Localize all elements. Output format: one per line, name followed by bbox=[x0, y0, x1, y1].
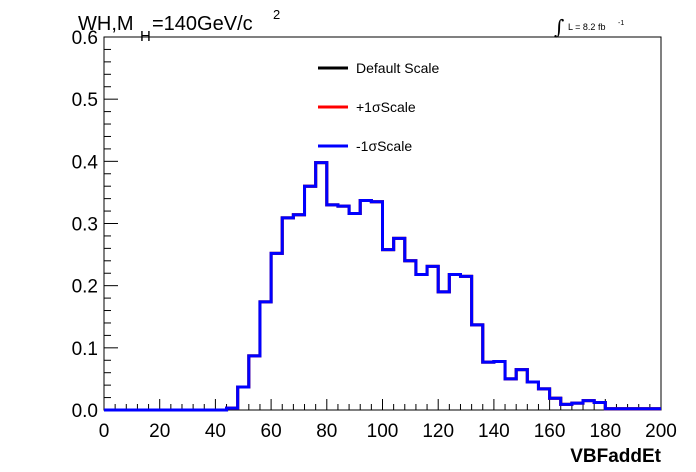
series-line-1 bbox=[104, 161, 661, 412]
title-rest: =140GeV/c bbox=[152, 13, 253, 35]
x-axis: 0 20 40 60 80 100 120 140 160 180 200 bbox=[99, 399, 677, 442]
series-line-2 bbox=[104, 161, 661, 412]
x-tick-label: 100 bbox=[367, 421, 399, 442]
luminosity-label: ∫ L = 8.2 fb -1 bbox=[554, 15, 624, 39]
x-tick-label: 180 bbox=[589, 421, 621, 442]
x-tick-label: 40 bbox=[205, 421, 226, 442]
y-tick-label: 0.2 bbox=[72, 277, 98, 298]
x-tick-label: 140 bbox=[478, 421, 510, 442]
x-tick-label: 20 bbox=[149, 421, 170, 442]
integral-symbol: ∫ bbox=[554, 15, 564, 39]
x-tick-label: 60 bbox=[261, 421, 282, 442]
legend-label: Default Scale bbox=[356, 60, 439, 76]
x-tick-label: 80 bbox=[316, 421, 337, 442]
title-main: WH,M bbox=[78, 13, 134, 35]
legend-label: +1σScale bbox=[356, 99, 416, 115]
x-tick-label: 200 bbox=[645, 421, 677, 442]
x-tick-label: 160 bbox=[534, 421, 566, 442]
title-subscript: H bbox=[140, 28, 151, 45]
lumi-superscript: -1 bbox=[618, 20, 624, 27]
x-tick-label: 120 bbox=[422, 421, 454, 442]
x-axis-label: VBFaddEt bbox=[570, 446, 661, 467]
lumi-text: L = 8.2 fb bbox=[568, 22, 605, 32]
series-line-3 bbox=[104, 161, 661, 412]
y-tick-label: 0.5 bbox=[72, 90, 98, 111]
x-tick-label: 0 bbox=[99, 421, 110, 442]
y-tick-label: 0.4 bbox=[72, 152, 99, 173]
y-axis: 0.0 0.1 0.2 0.3 0.4 0.5 0.6 bbox=[72, 28, 118, 422]
title-superscript: 2 bbox=[273, 7, 280, 22]
legend-label: -1σScale bbox=[356, 138, 412, 154]
chart-title: WH,M H =140GeV/c 2 bbox=[78, 7, 280, 45]
y-tick-label: 0.3 bbox=[72, 215, 98, 236]
legend: Default Scale +1σScale -1σScale bbox=[318, 60, 439, 154]
y-tick-label: 0.1 bbox=[72, 339, 98, 360]
series-layer bbox=[104, 161, 661, 412]
y-tick-label: 0.0 bbox=[72, 401, 98, 422]
y-tick-label: 0.6 bbox=[72, 28, 98, 49]
